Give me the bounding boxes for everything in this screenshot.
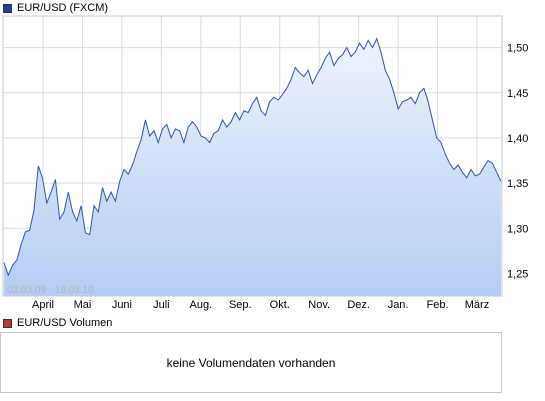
- volume-legend: EUR/USD Volumen: [3, 317, 112, 329]
- price-chart: 1,25 1,30 1,35 1,40 1,45 1,50 April Mai Juni Jul…: [2, 15, 528, 311]
- x-tick-label: Juli: [153, 299, 170, 311]
- x-tick-label: Juni: [112, 299, 132, 311]
- x-tick-label: Jan.: [388, 299, 409, 311]
- x-tick-label: Sep.: [229, 299, 252, 311]
- y-tick-label: 1,45: [507, 88, 528, 100]
- y-tick-label: 1,35: [507, 178, 528, 190]
- x-tick-label: Okt.: [270, 299, 290, 311]
- volume-panel: keine Volumendaten vorhanden: [0, 332, 502, 393]
- x-tick-label: Nov.: [308, 299, 330, 311]
- price-legend-swatch: [3, 3, 12, 13]
- volume-legend-label: EUR/USD Volumen: [17, 317, 113, 329]
- x-axis-labels: April Mai Juni Juli Aug. Sep. Okt. Nov. Dez. Jan.…: [32, 299, 489, 311]
- x-tick-label: April: [32, 299, 54, 311]
- price-line: [3, 37, 502, 277]
- x-tick-label: Dez.: [347, 299, 370, 311]
- price-legend-label: EUR/USD (FXCM): [17, 2, 109, 14]
- y-tick-label: 1,50: [507, 43, 528, 55]
- x-tick-label: Feb.: [427, 299, 449, 311]
- volume-legend-swatch: [3, 318, 12, 328]
- x-tick-label: März: [465, 299, 489, 311]
- y-tick-label: 1,25: [507, 268, 528, 280]
- y-axis-labels: 1,25 1,30 1,35 1,40 1,45 1,50: [507, 43, 528, 281]
- y-tick-label: 1,40: [507, 133, 528, 145]
- x-tick-label: Aug.: [189, 299, 212, 311]
- x-tick-label: Mai: [74, 299, 92, 311]
- date-range-label: 02.03.09 - 19.03.10: [7, 285, 94, 296]
- y-tick-label: 1,30: [507, 223, 528, 235]
- price-legend: EUR/USD (FXCM): [3, 2, 108, 14]
- price-area: [4, 38, 501, 296]
- volume-empty-message: keine Volumendaten vorhanden: [166, 356, 336, 370]
